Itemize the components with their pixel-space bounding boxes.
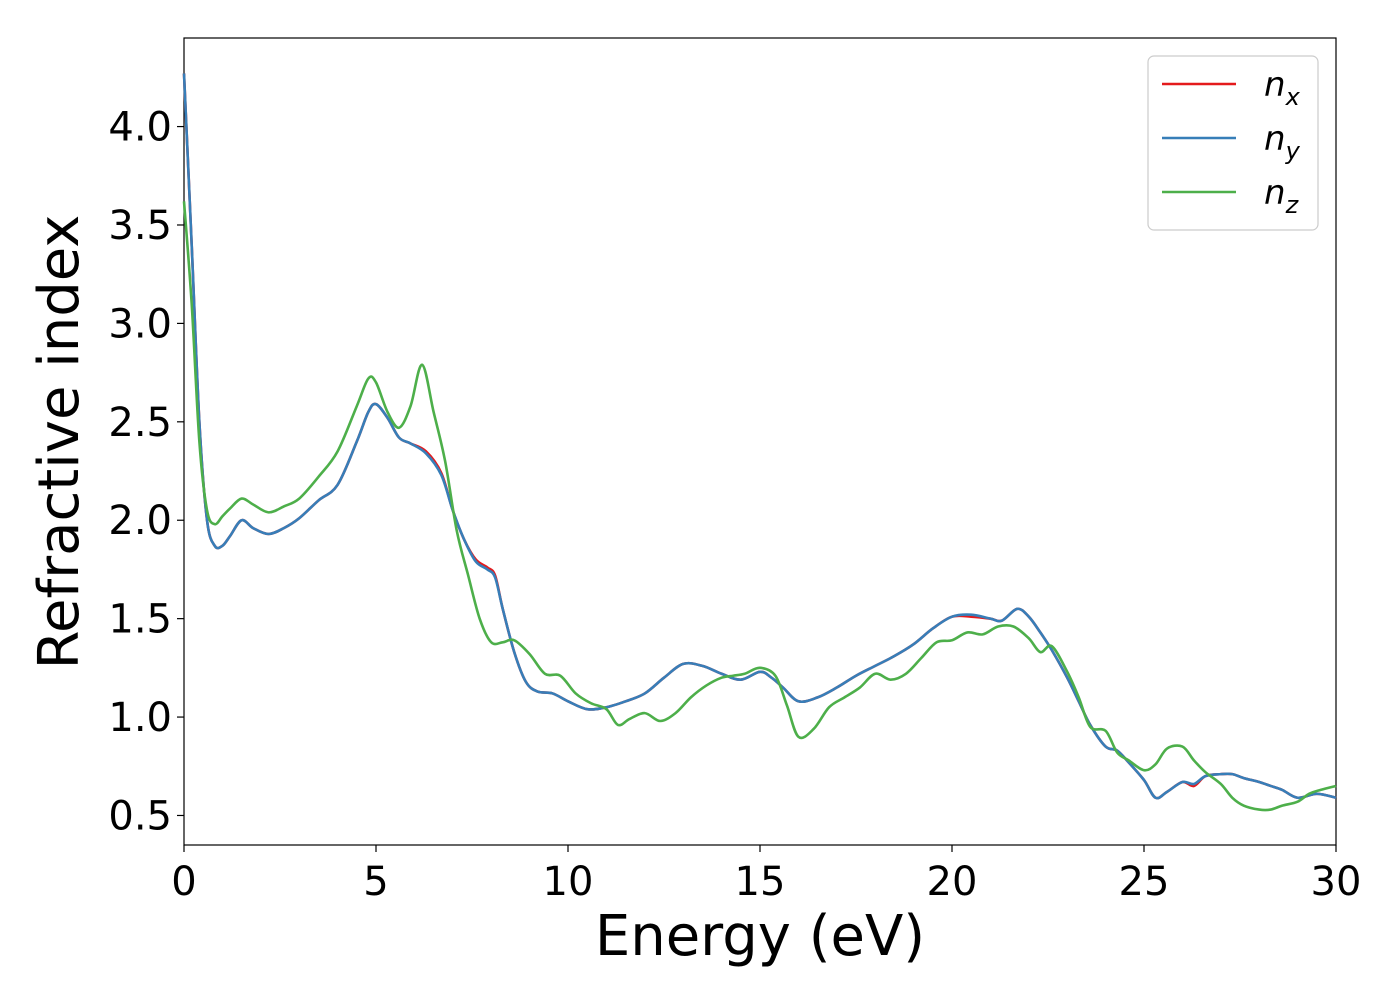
y-axis-label: Refractive index [27, 215, 92, 670]
y-tick-label: 3.5 [108, 203, 172, 249]
series-line-y [182, 73, 1337, 800]
legend-label-subscript: y [1285, 137, 1301, 165]
x-tick-label: 15 [735, 859, 786, 905]
legend-label-y: ny [1264, 119, 1301, 165]
legend-label-subscript: z [1285, 191, 1300, 219]
y-tick-label: 2.0 [108, 498, 172, 544]
legend-label-base: n [1264, 173, 1286, 213]
x-tick-label: 0 [171, 859, 196, 905]
x-tick-label: 5 [363, 859, 388, 905]
legend-label-base: n [1264, 119, 1286, 159]
x-axis-ticks: 0 5 10 15 20 25 30 [171, 845, 1361, 905]
x-tick-label: 20 [927, 859, 978, 905]
y-tick-label: 1.0 [108, 695, 172, 741]
series-layer [182, 73, 1337, 812]
y-tick-label: 2.5 [108, 400, 172, 446]
x-axis-label: Energy (eV) [595, 904, 925, 969]
x-tick-label: 25 [1119, 859, 1170, 905]
y-tick-label: 0.5 [108, 793, 172, 839]
legend-frame [1147, 55, 1319, 231]
y-axis-ticks: 0.5 1.0 1.5 2.0 2.5 3.0 3.5 4.0 [108, 105, 184, 839]
y-tick-label: 1.5 [108, 597, 172, 643]
y-tick-label: 4.0 [108, 105, 172, 151]
x-tick-label: 30 [1311, 859, 1362, 905]
y-tick-label: 3.0 [108, 301, 172, 347]
series-line-z [182, 201, 1337, 812]
legend-label-base: n [1264, 65, 1286, 105]
legend-label-subscript: x [1285, 83, 1301, 111]
x-tick-label: 10 [543, 859, 594, 905]
legend-label-x: nx [1264, 65, 1301, 111]
legend-label-z: nz [1264, 173, 1300, 219]
